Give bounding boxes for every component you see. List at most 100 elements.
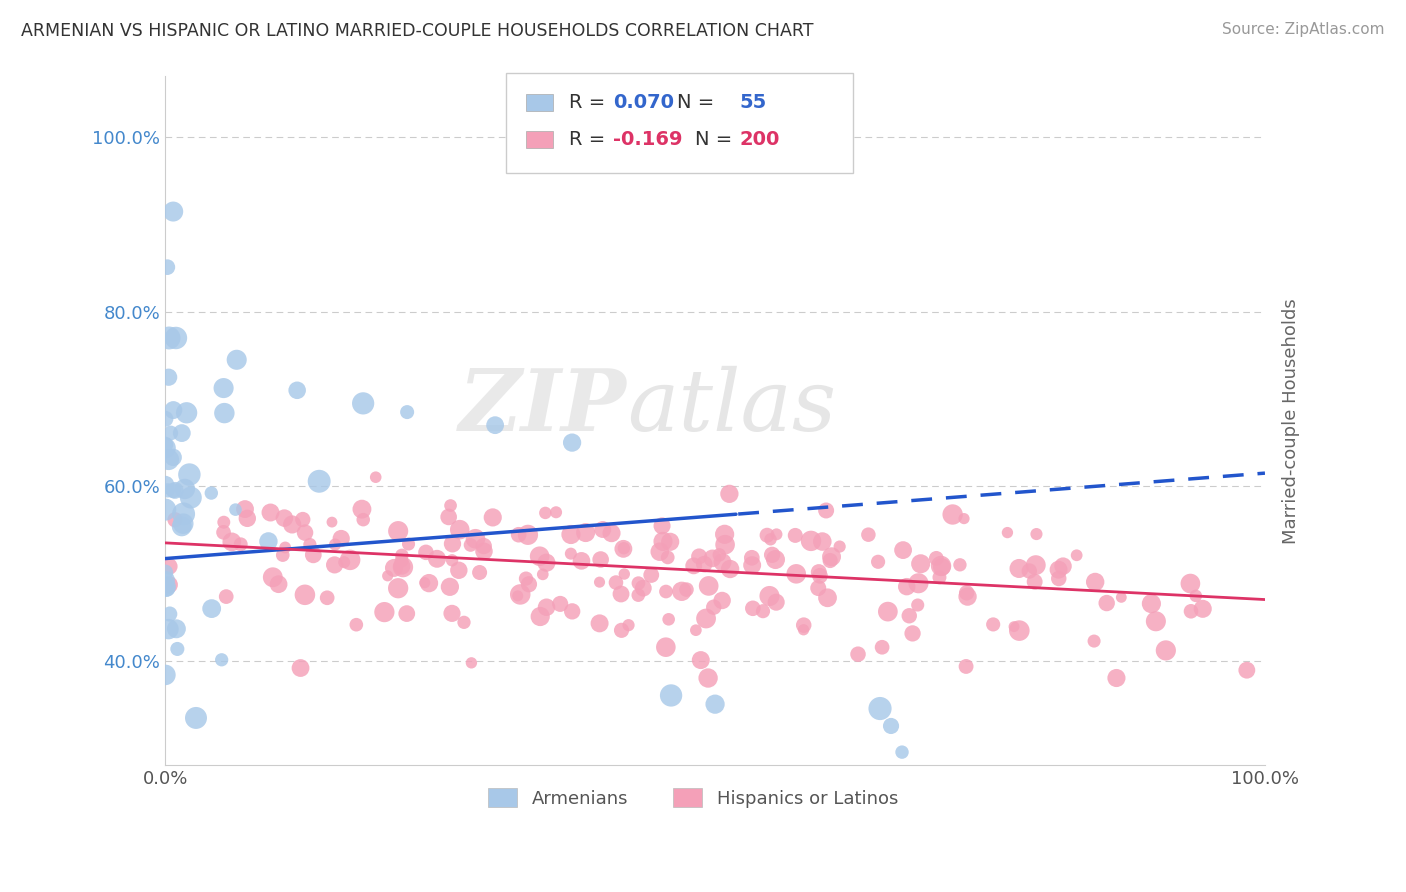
- Point: [685, 623, 707, 637]
- Point: [765, 595, 787, 609]
- Point: [447, 563, 470, 577]
- Point: [949, 558, 972, 572]
- Point: [387, 581, 409, 595]
- Point: [529, 609, 551, 624]
- Point: [157, 331, 180, 345]
- Point: [441, 553, 464, 567]
- Point: [165, 483, 187, 498]
- Point: [759, 533, 782, 547]
- Point: [536, 600, 558, 615]
- Point: [460, 656, 482, 670]
- Point: [426, 551, 449, 566]
- Point: [321, 515, 343, 529]
- Point: [800, 533, 823, 548]
- Point: [718, 487, 741, 501]
- Point: [157, 578, 180, 592]
- Point: [741, 550, 763, 565]
- Point: [155, 573, 177, 587]
- Text: -0.169: -0.169: [613, 130, 682, 149]
- Point: [273, 511, 295, 525]
- Point: [294, 588, 316, 602]
- Point: [302, 548, 325, 562]
- Point: [876, 605, 898, 619]
- Point: [870, 640, 893, 655]
- Point: [257, 534, 280, 549]
- Point: [211, 653, 233, 667]
- Point: [928, 570, 950, 584]
- Point: [1084, 574, 1107, 589]
- Point: [693, 557, 716, 571]
- Point: [713, 527, 735, 541]
- Point: [157, 452, 180, 467]
- Point: [1144, 615, 1167, 629]
- Point: [1083, 634, 1105, 648]
- Point: [453, 615, 475, 630]
- Point: [184, 711, 207, 725]
- Point: [180, 491, 202, 505]
- Text: 200: 200: [740, 130, 780, 149]
- Point: [165, 622, 187, 636]
- FancyBboxPatch shape: [526, 131, 554, 148]
- Point: [509, 587, 531, 601]
- Point: [868, 555, 890, 569]
- Point: [176, 406, 198, 420]
- Point: [589, 552, 612, 566]
- Point: [1111, 591, 1133, 605]
- Point: [373, 605, 395, 619]
- Point: [793, 618, 815, 632]
- Point: [1180, 576, 1202, 591]
- Point: [785, 528, 807, 542]
- Point: [517, 577, 540, 591]
- Point: [600, 526, 623, 541]
- Point: [285, 384, 308, 398]
- Point: [225, 352, 247, 367]
- Point: [1052, 559, 1074, 574]
- Point: [561, 604, 583, 618]
- Point: [891, 745, 914, 759]
- Point: [387, 524, 409, 538]
- Point: [761, 548, 783, 562]
- Point: [956, 586, 979, 600]
- Point: [1236, 663, 1258, 677]
- Point: [633, 581, 655, 595]
- Point: [846, 647, 869, 661]
- Legend: Armenians, Hispanics or Latinos: Armenians, Hispanics or Latinos: [481, 780, 905, 814]
- Point: [648, 545, 671, 559]
- Point: [267, 577, 290, 591]
- Point: [858, 527, 880, 541]
- Text: ARMENIAN VS HISPANIC OR LATINO MARRIED-COUPLE HOUSEHOLDS CORRELATION CHART: ARMENIAN VS HISPANIC OR LATINO MARRIED-C…: [21, 22, 814, 40]
- Point: [274, 541, 297, 555]
- Point: [440, 607, 463, 621]
- Point: [1095, 596, 1118, 610]
- Point: [200, 486, 222, 500]
- Point: [659, 534, 682, 549]
- Point: [170, 519, 193, 533]
- Point: [534, 506, 557, 520]
- Point: [290, 661, 312, 675]
- Point: [931, 560, 953, 574]
- Point: [531, 567, 554, 582]
- Point: [818, 553, 841, 567]
- Point: [352, 513, 374, 527]
- Point: [1191, 602, 1213, 616]
- Point: [1047, 572, 1070, 586]
- Point: [655, 640, 678, 655]
- Point: [741, 601, 763, 615]
- Point: [298, 537, 321, 551]
- Point: [571, 554, 593, 568]
- Point: [575, 525, 598, 540]
- Point: [640, 568, 662, 582]
- Point: [156, 260, 179, 275]
- Point: [907, 598, 929, 612]
- Point: [1002, 619, 1025, 633]
- Point: [817, 591, 839, 605]
- Point: [517, 528, 540, 542]
- Point: [157, 559, 180, 574]
- Point: [333, 555, 356, 569]
- Point: [1024, 574, 1046, 589]
- Point: [212, 381, 235, 395]
- Point: [229, 537, 252, 551]
- Point: [294, 525, 316, 540]
- Point: [391, 549, 413, 563]
- Point: [157, 622, 180, 636]
